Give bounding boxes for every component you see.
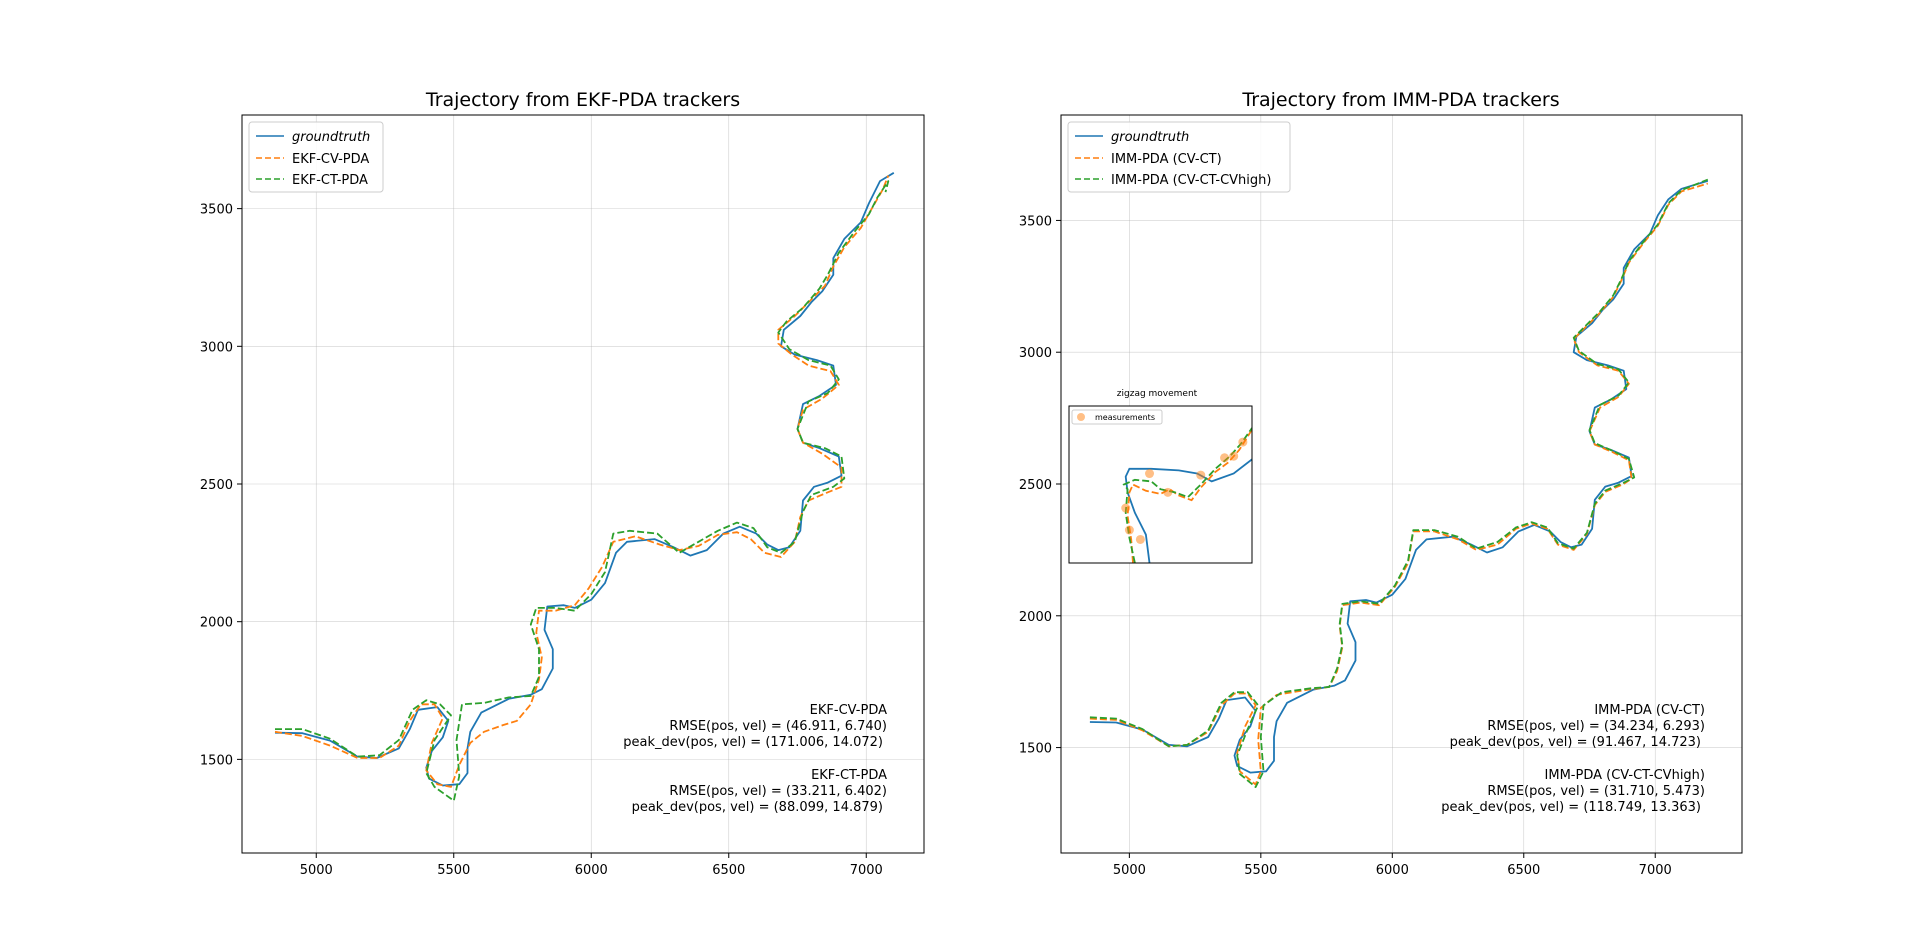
measurement-point (1145, 469, 1155, 479)
x-tick-label: 6000 (1376, 863, 1409, 878)
stat-rmse-ekf-cv-pda: RMSE(pos, vel) = (46.911, 6.740) (669, 719, 887, 734)
grid (242, 115, 924, 853)
series-line-ekf-ct-pda (275, 180, 890, 802)
legend-box (248, 121, 384, 193)
series-line-groundtruth (274, 172, 895, 787)
stat-peak-ekf-cv-pda: peak_dev(pos, vel) = (171.006, 14.072) (623, 735, 883, 750)
grid (1061, 115, 1742, 853)
measurement-point (1229, 451, 1239, 461)
chart-title: Trajectory from EKF-PDA trackers (425, 89, 740, 111)
x-tick-label: 5000 (1113, 863, 1146, 878)
legend: groundtruth IMM-PDA (CV-CT) IMM-PDA (CV-… (1067, 121, 1291, 193)
legend-label-groundtruth: groundtruth (1111, 130, 1189, 145)
y-tick-label: 1500 (200, 753, 233, 768)
stat-peak-imm-pda-cv-ct-cvhigh: peak_dev(pos, vel) = (118.749, 13.363) (1441, 800, 1701, 815)
x-tick-label: 5500 (437, 863, 470, 878)
inset-line-groundtruth (1124, 458, 1252, 563)
legend-label-groundtruth: groundtruth (292, 130, 370, 145)
stats-annotations: EKF-CV-PDA RMSE(pos, vel) = (46.911, 6.7… (623, 703, 887, 815)
stat-name-imm-pda-cv-ct-cvhigh: IMM-PDA (CV-CT-CVhigh) (1545, 768, 1705, 783)
stat-rmse-ekf-ct-pda: RMSE(pos, vel) = (33.211, 6.402) (669, 784, 887, 799)
measurement-point (1196, 470, 1206, 480)
legend-label-imm-pda-cv-ct: IMM-PDA (CV-CT) (1111, 152, 1222, 167)
stat-rmse-imm-pda-cv-ct-cvhigh: RMSE(pos, vel) = (31.710, 5.473) (1487, 784, 1705, 799)
x-tick-label: 5000 (300, 863, 333, 878)
y-tick-label: 3000 (1019, 346, 1052, 361)
legend: groundtruth EKF-CV-PDA EKF-CT-PDA (248, 121, 384, 193)
x-tick-label: 7000 (850, 863, 883, 878)
stat-rmse-imm-pda-cv-ct: RMSE(pos, vel) = (34.234, 6.293) (1487, 719, 1705, 734)
series-line-ekf-cv-pda (274, 175, 890, 788)
y-tick-label: 3500 (1019, 214, 1052, 229)
measurement-point (1238, 437, 1248, 447)
legend-box (1067, 121, 1291, 193)
x-tick-label: 7000 (1639, 863, 1672, 878)
y-tick-label: 2500 (200, 478, 233, 493)
series-line-imm-pda-cv-ct-cvhigh (1089, 178, 1709, 788)
inset-frame (1068, 405, 1253, 564)
chart-ekf-pda: Trajectory from EKF-PDA trackers 5000 550… (200, 89, 925, 878)
measurement-point (1163, 487, 1173, 497)
chart-title: Trajectory from IMM-PDA trackers (1241, 89, 1559, 111)
legend-label-ekf-ct-pda: EKF-CT-PDA (292, 173, 368, 188)
measurement-point (1124, 525, 1134, 535)
y-tick-label: 1500 (1019, 742, 1052, 757)
inset-background (1069, 406, 1252, 563)
y-tick-label: 3000 (200, 340, 233, 355)
measurement-point (1121, 503, 1131, 513)
x-tick-label: 6500 (712, 863, 745, 878)
stat-peak-ekf-ct-pda: peak_dev(pos, vel) = (88.099, 14.879) (632, 800, 883, 815)
x-tick-label: 6000 (575, 863, 608, 878)
y-axis: 1500 2000 2500 3000 3500 (1019, 214, 1061, 757)
plot-lines (1089, 178, 1709, 788)
inset-legend-label: measurements (1095, 413, 1155, 422)
chart-imm-pda: Trajectory from IMM-PDA trackers 5000 550… (1019, 89, 1743, 878)
stat-name-ekf-ct-pda: EKF-CT-PDA (811, 768, 887, 783)
y-tick-label: 3500 (200, 203, 233, 218)
y-tick-label: 2000 (200, 616, 233, 631)
x-tick-label: 6500 (1507, 863, 1540, 878)
stat-peak-imm-pda-cv-ct: peak_dev(pos, vel) = (91.467, 14.723) (1450, 735, 1701, 750)
measurement-point (1135, 534, 1145, 544)
inset-lines (1121, 427, 1252, 563)
inset-legend-marker (1077, 413, 1085, 421)
x-axis: 5000 5500 6000 6500 7000 (1113, 853, 1672, 878)
x-tick-label: 5500 (1244, 863, 1277, 878)
inset-title: zigzag movement (1117, 389, 1198, 399)
measurement-point (1220, 453, 1230, 463)
plot-lines (274, 172, 895, 802)
y-tick-label: 2000 (1019, 610, 1052, 625)
y-axis: 1500 2000 2500 3000 3500 (200, 203, 242, 768)
inset-legend-box (1071, 409, 1163, 425)
x-axis: 5000 5500 6000 6500 7000 (300, 853, 883, 878)
stat-name-ekf-cv-pda: EKF-CV-PDA (810, 703, 887, 718)
legend-label-ekf-cv-pda: EKF-CV-PDA (292, 152, 369, 167)
series-line-groundtruth (1089, 180, 1709, 774)
legend-label-imm-pda-cv-ct-cvhigh: IMM-PDA (CV-CT-CVhigh) (1111, 173, 1271, 188)
inset-zigzag: zigzag movement measurements (1068, 389, 1253, 564)
stat-name-imm-pda-cv-ct: IMM-PDA (CV-CT) (1594, 703, 1705, 718)
y-tick-label: 2500 (1019, 478, 1052, 493)
stats-annotations: IMM-PDA (CV-CT) RMSE(pos, vel) = (34.234… (1441, 703, 1705, 815)
